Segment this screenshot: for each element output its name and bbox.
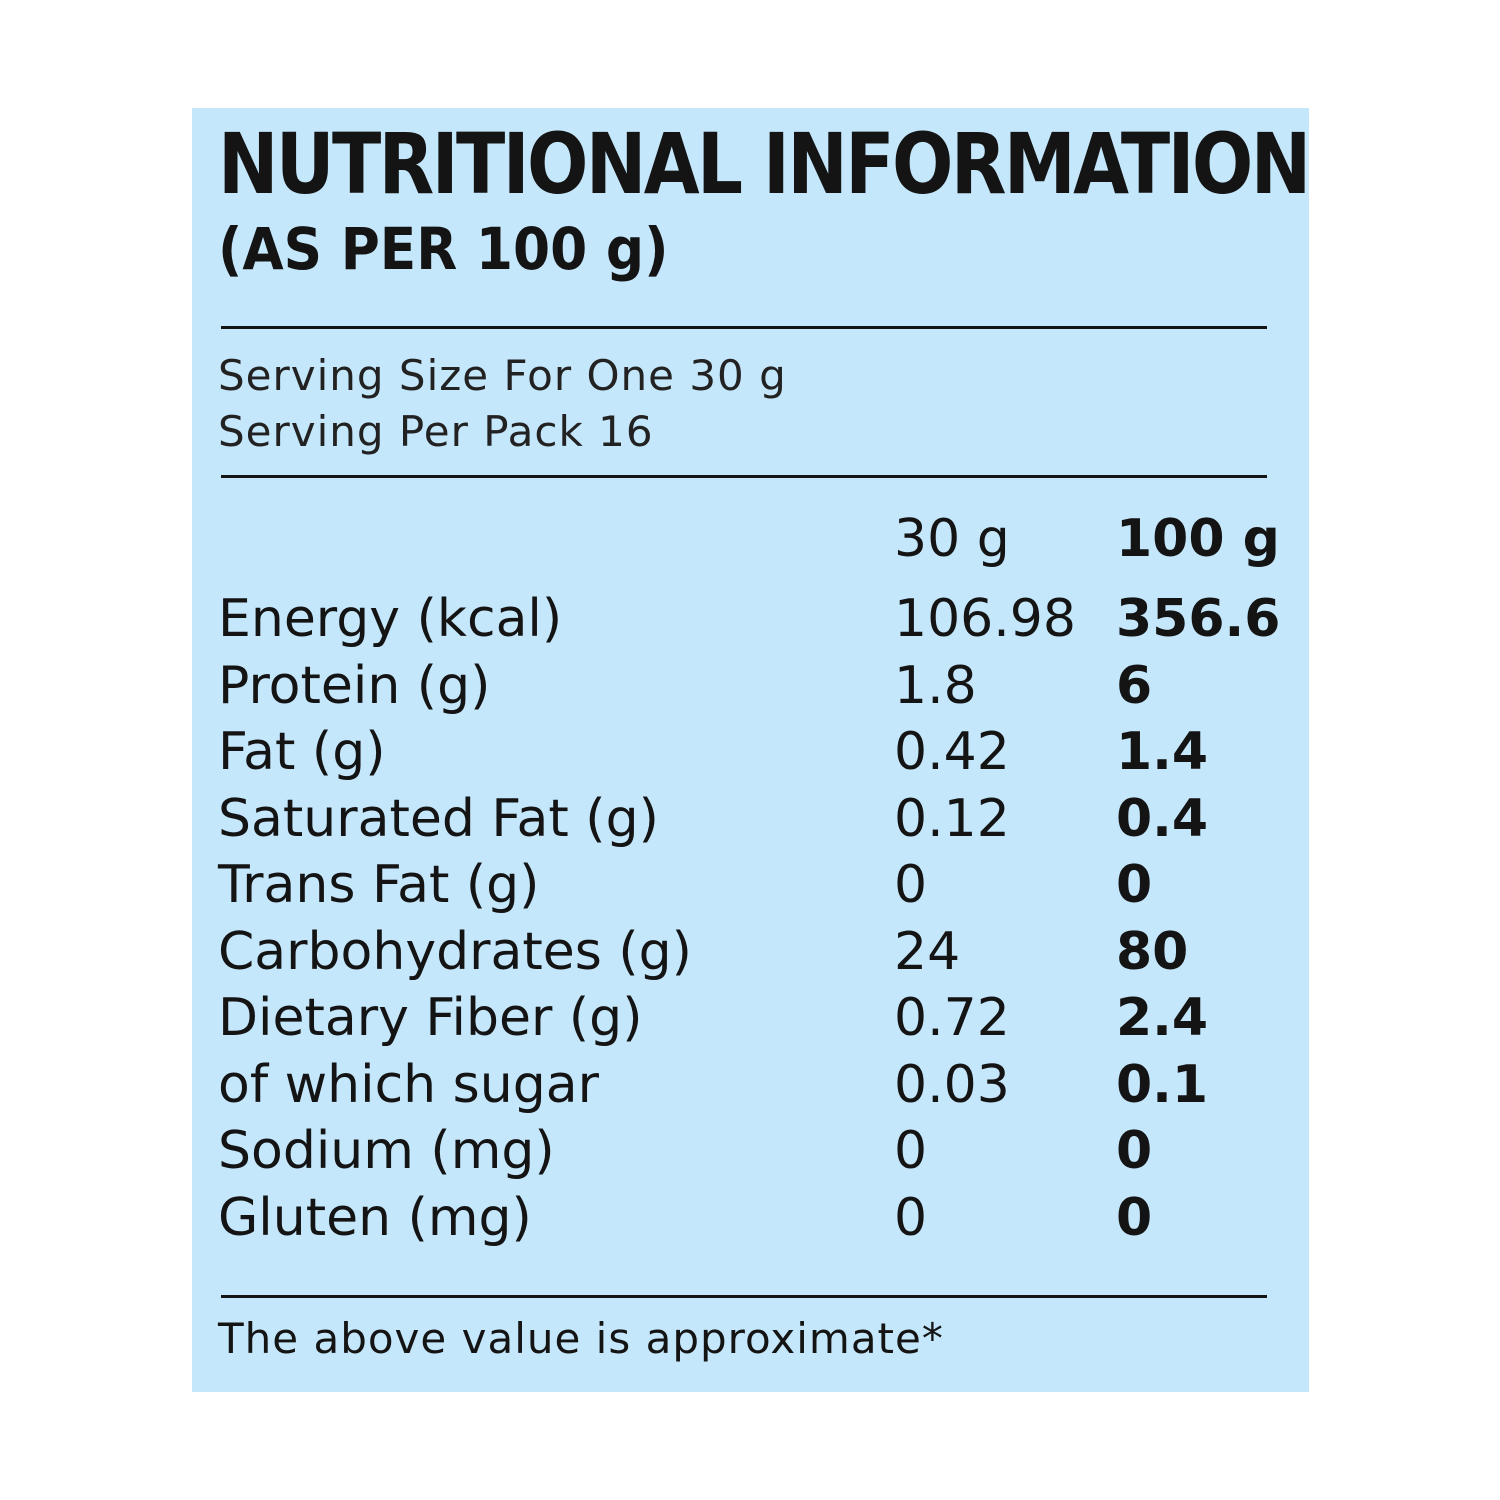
nutrient-value-30g: 0.03	[894, 1054, 1010, 1115]
nutrient-name: Saturated Fat (g)	[218, 788, 659, 849]
nutrient-name: Sodium (mg)	[218, 1121, 555, 1181]
nutrient-value-100g: 0.4	[1116, 788, 1209, 849]
nutrient-row: Fat (g) 0.42 1.4	[192, 719, 1309, 786]
panel-title: NUTRITIONAL INFORMATION	[218, 115, 1311, 213]
column-header-30g: 30 g	[894, 509, 1010, 569]
nutrient-value-100g: 1.4	[1116, 722, 1209, 782]
divider-top	[221, 326, 1267, 329]
nutrient-row: of which sugar 0.03 0.1	[192, 1052, 1309, 1119]
nutrient-row: Carbohydrates (g) 24 80	[192, 919, 1309, 986]
nutrient-row: Trans Fat (g) 0 0	[192, 852, 1309, 919]
nutrient-value-30g: 24	[894, 921, 961, 982]
nutrient-value-30g: 106.98	[894, 589, 1076, 649]
nutrient-value-30g: 1.8	[894, 655, 977, 716]
nutrient-row: Gluten (mg) 0 0	[192, 1185, 1309, 1252]
nutrient-name: Protein (g)	[218, 655, 491, 716]
panel-subtitle: (AS PER 100 g)	[218, 215, 669, 283]
nutrient-value-30g: 0.42	[894, 722, 1010, 782]
nutrient-table: Energy (kcal) 106.98 356.6 Protein (g) 1…	[192, 586, 1309, 1251]
column-header-100g: 100 g	[1116, 509, 1280, 569]
nutrient-value-30g: 0	[894, 855, 928, 915]
nutrient-name: Fat (g)	[218, 722, 386, 782]
nutrient-row: Sodium (mg) 0 0	[192, 1118, 1309, 1185]
nutrient-value-100g: 0	[1116, 1187, 1153, 1248]
nutrient-value-30g: 0.12	[894, 788, 1010, 849]
servings-per-pack: Serving Per Pack 16	[218, 407, 654, 456]
nutrient-row: Protein (g) 1.8 6	[192, 653, 1309, 720]
nutrient-value-100g: 80	[1116, 921, 1189, 982]
nutrient-value-100g: 6	[1116, 655, 1153, 716]
nutrient-row: Saturated Fat (g) 0.12 0.4	[192, 786, 1309, 853]
footer-note: The above value is approximate*	[218, 1314, 944, 1363]
serving-size: Serving Size For One 30 g	[218, 351, 787, 400]
nutrient-name: Carbohydrates (g)	[218, 921, 692, 982]
nutrient-value-100g: 0.1	[1116, 1054, 1209, 1115]
divider-bottom	[221, 1295, 1267, 1298]
nutrient-row: Dietary Fiber (g) 0.72 2.4	[192, 985, 1309, 1052]
nutrient-name: Trans Fat (g)	[218, 855, 540, 915]
nutrient-name: of which sugar	[218, 1054, 599, 1115]
nutrient-value-100g: 0	[1116, 1121, 1153, 1181]
nutrient-row: Energy (kcal) 106.98 356.6	[192, 586, 1309, 653]
nutrient-name: Energy (kcal)	[218, 589, 563, 649]
nutrient-name: Dietary Fiber (g)	[218, 988, 643, 1048]
nutrient-value-100g: 0	[1116, 855, 1153, 915]
nutrient-value-100g: 2.4	[1116, 988, 1209, 1048]
divider-middle	[221, 475, 1267, 478]
nutrient-name: Gluten (mg)	[218, 1187, 532, 1248]
nutrient-value-30g: 0	[894, 1121, 928, 1181]
nutrient-value-30g: 0.72	[894, 988, 1010, 1048]
nutrient-value-100g: 356.6	[1116, 589, 1281, 649]
nutrition-panel: NUTRITIONAL INFORMATION (AS PER 100 g) S…	[192, 108, 1311, 1392]
nutrient-value-30g: 0	[894, 1187, 928, 1248]
